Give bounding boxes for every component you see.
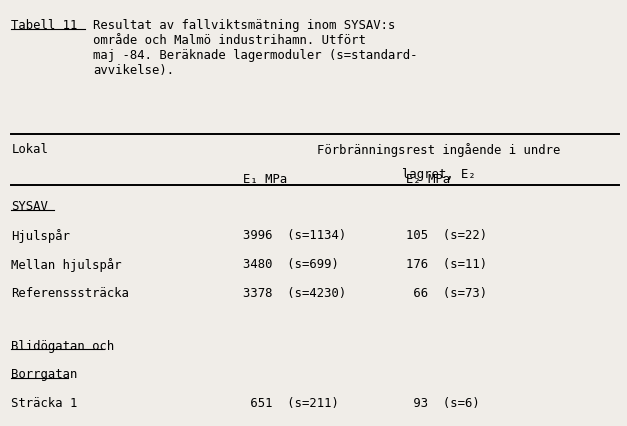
Text: Mellan hjulspår: Mellan hjulspår: [11, 258, 122, 272]
Text: 176  (s=11): 176 (s=11): [406, 258, 487, 271]
Text: Förbränningsrest ingående i undre: Förbränningsrest ingående i undre: [317, 143, 561, 157]
Text: Tabell 11: Tabell 11: [11, 19, 78, 32]
Text: Sträcka 1: Sträcka 1: [11, 397, 78, 411]
Text: Blidögatan och: Blidögatan och: [11, 340, 115, 353]
Text: 93  (s=6): 93 (s=6): [406, 397, 480, 411]
Text: lagret, E₂: lagret, E₂: [402, 168, 476, 181]
Text: Borrgatan: Borrgatan: [11, 368, 78, 382]
Text: Hjulspår: Hjulspår: [11, 229, 70, 243]
Text: E₁ MPa: E₁ MPa: [243, 173, 288, 186]
Text: Resultat av fallviktsmätning inom SYSAV:s
område och Malmö industrihamn. Utfört
: Resultat av fallviktsmätning inom SYSAV:…: [93, 19, 418, 77]
Text: 105  (s=22): 105 (s=22): [406, 229, 487, 242]
Text: SYSAV: SYSAV: [11, 200, 48, 213]
Text: Referensssträcka: Referensssträcka: [11, 287, 129, 300]
Text: E₂ MPa: E₂ MPa: [406, 173, 451, 186]
Text: 3996  (s=1134): 3996 (s=1134): [243, 229, 347, 242]
Text: 651  (s=211): 651 (s=211): [243, 397, 339, 411]
Text: 66  (s=73): 66 (s=73): [406, 287, 487, 300]
Text: 3480  (s=699): 3480 (s=699): [243, 258, 339, 271]
Text: 3378  (s=4230): 3378 (s=4230): [243, 287, 347, 300]
Text: Lokal: Lokal: [11, 143, 48, 156]
